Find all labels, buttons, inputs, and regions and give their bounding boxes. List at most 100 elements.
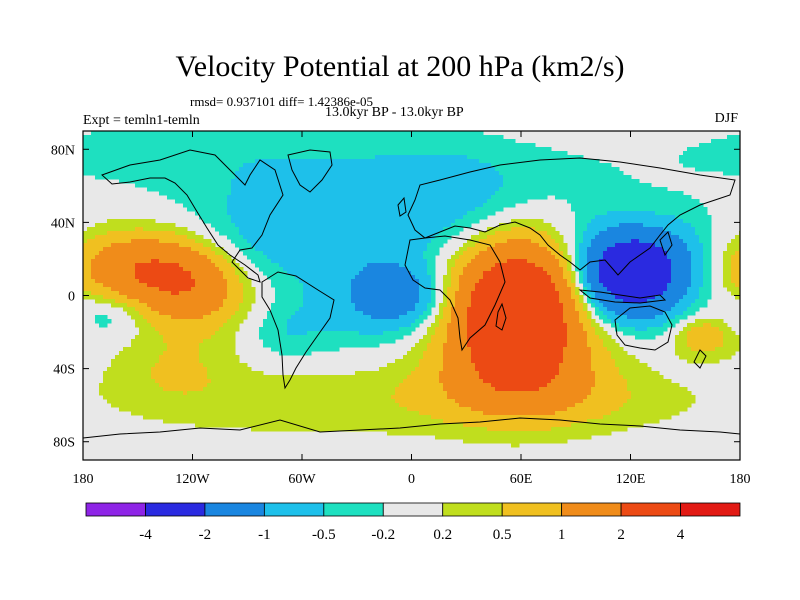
field-cell (335, 199, 340, 204)
field-cell (115, 271, 120, 276)
field-cell (335, 167, 340, 172)
field-cell (287, 135, 292, 140)
field-cell (691, 207, 696, 212)
field-cell (455, 163, 460, 168)
field-cell (259, 267, 264, 272)
field-cell (591, 211, 596, 216)
field-cell (379, 159, 384, 164)
field-cell (683, 271, 688, 276)
field-cell (703, 275, 708, 280)
field-cell (139, 275, 144, 280)
field-cell (311, 259, 316, 264)
field-cell (107, 251, 112, 256)
field-cell (355, 203, 360, 208)
field-cell (275, 151, 280, 156)
field-cell (439, 215, 444, 220)
field-cell (179, 247, 184, 252)
field-cell (587, 251, 592, 256)
field-cell (119, 243, 124, 248)
field-cell (575, 199, 580, 204)
field-cell (539, 151, 544, 156)
field-cell (671, 263, 676, 268)
field-cell (599, 215, 604, 220)
field-cell (595, 251, 600, 256)
field-cell (403, 215, 408, 220)
field-cell (495, 207, 500, 212)
field-cell (391, 203, 396, 208)
field-cell (171, 179, 176, 184)
field-cell (283, 259, 288, 264)
field-cell (235, 239, 240, 244)
field-cell (315, 251, 320, 256)
field-cell (651, 227, 656, 232)
field-cell (579, 243, 584, 248)
field-cell (427, 143, 432, 148)
field-cell (475, 219, 480, 224)
field-cell (435, 243, 440, 248)
field-cell (407, 139, 412, 144)
field-cell (495, 195, 500, 200)
field-cell (519, 219, 524, 224)
field-cell (359, 271, 364, 276)
field-cell (419, 207, 424, 212)
field-cell (219, 211, 224, 216)
field-cell (395, 223, 400, 228)
field-cell (411, 263, 416, 268)
field-cell (683, 195, 688, 200)
field-cell (375, 227, 380, 232)
field-cell (711, 139, 716, 144)
field-cell (583, 275, 588, 280)
field-cell (307, 267, 312, 272)
field-cell (155, 223, 160, 228)
field-cell (455, 151, 460, 156)
field-cell (419, 131, 424, 136)
field-cell (251, 243, 256, 248)
field-cell (647, 195, 652, 200)
field-cell (179, 275, 184, 280)
field-cell (207, 251, 212, 256)
field-cell (343, 187, 348, 192)
experiment-label: Expt = temln1-temln (83, 113, 200, 128)
field-cell (399, 259, 404, 264)
field-cell (155, 235, 160, 240)
field-cell (307, 191, 312, 196)
field-cell (223, 171, 228, 176)
field-cell (211, 207, 216, 212)
field-cell (423, 231, 428, 236)
field-cell (223, 227, 228, 232)
field-cell (275, 179, 280, 184)
field-cell (231, 259, 236, 264)
field-cell (643, 235, 648, 240)
field-cell (587, 207, 592, 212)
field-cell (707, 259, 712, 264)
field-cell (403, 179, 408, 184)
field-cell (371, 207, 376, 212)
field-cell (307, 235, 312, 240)
field-cell (599, 251, 604, 256)
field-cell (607, 187, 612, 192)
field-cell (203, 195, 208, 200)
field-cell (407, 199, 412, 204)
field-cell (191, 247, 196, 252)
field-cell (219, 255, 224, 260)
field-cell (143, 151, 148, 156)
field-cell (171, 139, 176, 144)
field-cell (731, 271, 736, 276)
field-cell (599, 267, 604, 272)
field-cell (363, 135, 368, 140)
field-cell (379, 239, 384, 244)
field-cell (283, 223, 288, 228)
field-cell (151, 255, 156, 260)
field-cell (303, 259, 308, 264)
field-cell (407, 147, 412, 152)
field-cell (139, 139, 144, 144)
field-cell (403, 243, 408, 248)
field-cell (403, 155, 408, 160)
field-cell (339, 175, 344, 180)
field-cell (295, 183, 300, 188)
field-cell (727, 155, 732, 160)
field-cell (235, 195, 240, 200)
field-cell (411, 215, 416, 220)
field-cell (235, 235, 240, 240)
field-cell (103, 247, 108, 252)
